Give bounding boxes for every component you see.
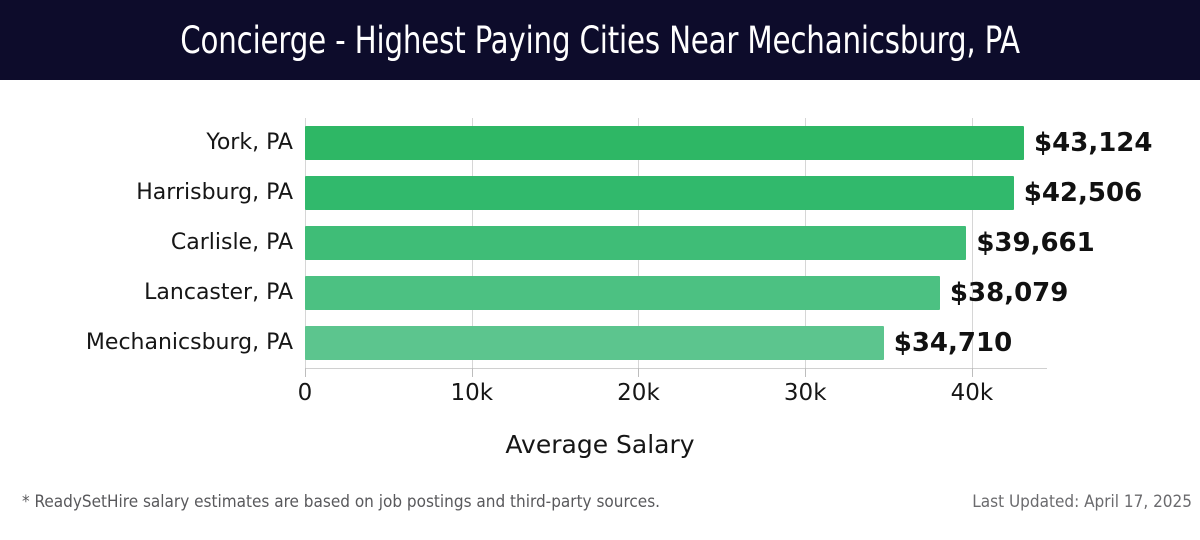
bar-york — [305, 126, 1025, 160]
x-axis-tick-label: 10k — [450, 380, 494, 406]
bar-carlisle — [305, 226, 967, 260]
y-axis-label: York, PA — [206, 130, 293, 155]
x-axis-title: Average Salary — [505, 430, 695, 459]
x-axis-tick-label: 40k — [950, 380, 994, 406]
bar-mechanicsburg — [305, 326, 884, 360]
plot-area: $43,124 $42,506 $39,661 $38,079 $34,710 — [305, 118, 1152, 377]
bar-value-label: $43,124 — [1034, 128, 1153, 158]
x-axis-tick — [638, 368, 640, 377]
x-axis-tick-label: 0 — [297, 380, 313, 406]
bar-row: $38,079 — [305, 276, 1068, 310]
bar-row: $43,124 — [305, 126, 1152, 160]
x-axis-tick — [471, 368, 473, 377]
bar-row: $34,710 — [305, 326, 1047, 360]
x-axis-line — [305, 368, 1047, 369]
bar-row: $39,661 — [305, 226, 1095, 260]
chart-canvas: York, PA Harrisburg, PA Carlisle, PA Lancas… — [0, 80, 1200, 480]
bar-row: $42,506 — [305, 176, 1142, 210]
x-axis-tick — [805, 368, 807, 377]
y-axis-category-labels: York, PA Harrisburg, PA Carlisle, PA Lancas… — [0, 118, 293, 368]
bar-value-label: $38,079 — [949, 278, 1069, 308]
bar-harrisburg — [305, 176, 1014, 210]
y-axis-label: Mechanicsburg, PA — [85, 330, 293, 355]
bar-lancaster — [305, 276, 940, 310]
footer-last-updated: Last Updated: April 17, 2025 — [972, 492, 1192, 512]
footer-disclaimer: * ReadySetHire salary estimates are base… — [22, 492, 661, 512]
x-axis-tick — [305, 368, 306, 377]
x-axis-tick-label: 30k — [783, 380, 827, 406]
x-axis-tick — [971, 368, 973, 377]
page-title: Concierge - Highest Paying Cities Near M… — [180, 18, 1020, 62]
gridline — [971, 118, 973, 368]
x-axis-tick-label: 20k — [617, 380, 660, 406]
chart-footer: * ReadySetHire salary estimates are base… — [0, 492, 1200, 540]
bar-value-label: $39,661 — [976, 228, 1095, 258]
y-axis-label: Carlisle, PA — [170, 230, 293, 255]
y-axis-label: Lancaster, PA — [144, 280, 293, 305]
bar-value-label: $42,506 — [1023, 178, 1143, 208]
y-axis-label: Harrisburg, PA — [136, 180, 293, 205]
bar-value-label: $34,710 — [893, 328, 1013, 358]
chart-title-bar: Concierge - Highest Paying Cities Near M… — [0, 0, 1200, 80]
